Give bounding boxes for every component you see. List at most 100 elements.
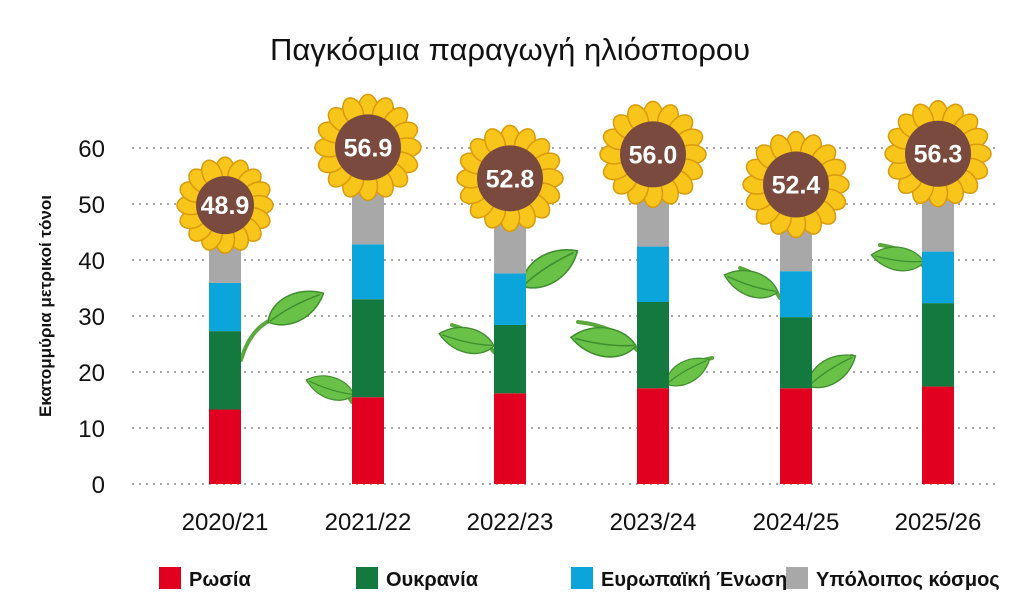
data-label: 56.0 bbox=[629, 141, 678, 169]
y-tick-label: 10 bbox=[78, 416, 105, 443]
leaf-shape bbox=[807, 354, 857, 389]
sunflower: 52.4 bbox=[742, 130, 850, 239]
bar-segment-ukraine bbox=[494, 324, 526, 394]
leaf bbox=[305, 375, 355, 404]
legend-swatch bbox=[786, 567, 808, 589]
leaf bbox=[438, 323, 496, 355]
legend-label: Ευρωπαϊκή Ένωση bbox=[601, 569, 787, 591]
bar-segment-russia bbox=[494, 393, 526, 484]
leaf-blade bbox=[723, 270, 779, 299]
leaf-vein bbox=[269, 293, 321, 322]
leaf-blade bbox=[438, 326, 495, 355]
leaf-vein bbox=[667, 360, 707, 384]
x-tick-label: 2024/25 bbox=[753, 509, 840, 536]
leaf-shape bbox=[267, 290, 325, 326]
legend-label: Ρωσία bbox=[189, 569, 251, 591]
bar-segment-russia bbox=[637, 388, 669, 484]
flower-center bbox=[763, 151, 829, 218]
leaf-vein bbox=[727, 275, 777, 292]
leaf-vein bbox=[874, 255, 923, 263]
flower-center bbox=[905, 120, 971, 187]
bar-segment-russia bbox=[209, 409, 241, 484]
leaf-blade bbox=[870, 246, 925, 272]
data-label: 48.9 bbox=[201, 192, 250, 220]
y-tick-label: 30 bbox=[78, 304, 105, 331]
data-label: 52.4 bbox=[772, 172, 821, 200]
y-axis-label: Εκατομμύρια μετρικοί τόνοι bbox=[36, 195, 55, 417]
bar-segment-russia bbox=[352, 397, 384, 484]
leaf-vein bbox=[574, 337, 635, 347]
leaf-vein bbox=[523, 251, 574, 286]
bar-segment-russia bbox=[780, 388, 812, 484]
bar-segment-eu bbox=[780, 271, 812, 318]
flower-center bbox=[196, 176, 254, 235]
flower-center bbox=[620, 121, 686, 188]
leaf bbox=[239, 290, 325, 362]
leaf-blade bbox=[521, 249, 579, 289]
y-tick-label: 0 bbox=[92, 472, 105, 499]
bar-segment-russia bbox=[922, 386, 954, 484]
sunflower: 56.9 bbox=[314, 93, 422, 202]
bar-segment-eu bbox=[637, 246, 669, 302]
leaf bbox=[723, 266, 782, 300]
leaf-blade bbox=[807, 354, 857, 389]
bars bbox=[209, 152, 954, 484]
flowers: 48.9 56.9 52.8 56.0 52.4 56.3 bbox=[176, 93, 992, 254]
bar-segment-eu bbox=[494, 273, 526, 325]
bar-segment-ukraine bbox=[922, 303, 954, 387]
flower-center bbox=[477, 145, 543, 212]
bar-segment-eu bbox=[352, 244, 384, 300]
y-tick-label: 20 bbox=[78, 360, 105, 387]
leaf bbox=[807, 354, 857, 389]
bar-segment-eu bbox=[209, 282, 241, 332]
data-label: 52.8 bbox=[486, 165, 535, 193]
leaf-shape bbox=[870, 246, 925, 272]
leaf bbox=[569, 320, 639, 358]
data-label: 56.9 bbox=[344, 134, 393, 162]
leaf-blade bbox=[569, 326, 637, 358]
data-label: 56.3 bbox=[914, 141, 963, 169]
leaf-blade bbox=[267, 290, 325, 326]
leaf-blade bbox=[305, 375, 355, 401]
leaf-vein bbox=[809, 356, 853, 386]
bar-segment-ukraine bbox=[209, 331, 241, 410]
x-tick-label: 2021/22 bbox=[325, 509, 412, 536]
legend-label: Ουκρανία bbox=[386, 569, 479, 591]
sunflower: 56.0 bbox=[599, 100, 707, 209]
bar-segment-eu bbox=[922, 251, 954, 304]
leaf-vein bbox=[308, 380, 353, 395]
sunflower: 48.9 bbox=[176, 156, 274, 254]
leaf-shape bbox=[723, 270, 779, 299]
leaf-decorations bbox=[239, 243, 925, 404]
x-tick-label: 2023/24 bbox=[610, 509, 697, 536]
leaf-shape bbox=[438, 326, 495, 355]
leaf-blade bbox=[665, 357, 711, 387]
sunflower: 56.3 bbox=[884, 99, 992, 208]
legend-item: Ρωσία bbox=[159, 567, 251, 591]
legend-item: Υπόλοιπος κόσμος bbox=[786, 567, 1000, 591]
leaf-vein bbox=[442, 334, 493, 347]
legend: Ρωσία Ουκρανία Ευρωπαϊκή Ένωση Υπόλοιπος κό… bbox=[159, 567, 1000, 591]
x-tick-labels: 2020/21 2021/22 2022/23 2023/24 2024/25 2025/… bbox=[182, 509, 982, 536]
y-tick-label: 50 bbox=[78, 192, 105, 219]
legend-swatch bbox=[159, 567, 181, 589]
leaf bbox=[521, 249, 579, 289]
leaf bbox=[665, 356, 714, 387]
y-tick-label: 60 bbox=[78, 136, 105, 163]
y-tick-labels: 0 10 20 30 40 50 60 bbox=[78, 136, 105, 499]
bar-segment-ukraine bbox=[352, 299, 384, 398]
chart-title: Παγκόσμια παραγωγή ηλιόσπορου bbox=[270, 32, 750, 67]
leaf-shape bbox=[665, 357, 711, 387]
leaf-shape bbox=[569, 326, 637, 358]
sunflower: 52.8 bbox=[456, 124, 564, 233]
bar-segment-ukraine bbox=[637, 302, 669, 389]
y-tick-label: 40 bbox=[78, 248, 105, 275]
flower-center bbox=[335, 114, 401, 181]
legend-item: Ουκρανία bbox=[356, 567, 479, 591]
leaf-shape bbox=[521, 249, 579, 289]
legend-swatch bbox=[571, 567, 593, 589]
leaf-shape bbox=[305, 375, 355, 401]
legend-swatch bbox=[356, 567, 378, 589]
x-tick-label: 2025/26 bbox=[895, 509, 982, 536]
